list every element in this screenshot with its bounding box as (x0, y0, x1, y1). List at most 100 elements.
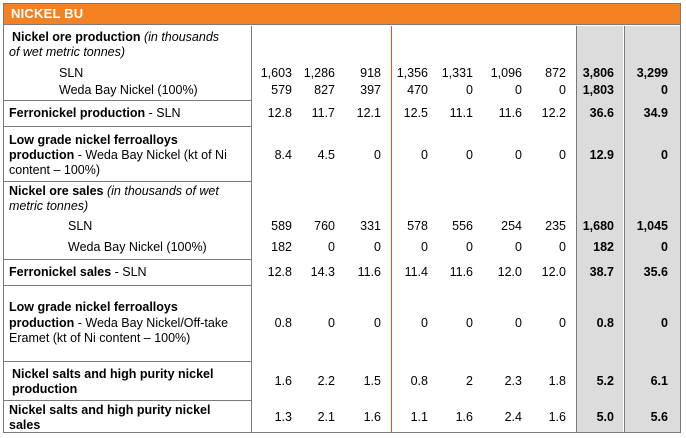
value-cell: 556 (452, 219, 473, 233)
row-label-salts-sales-line2: sales (9, 418, 41, 432)
total-cell: 3,806 (582, 66, 614, 80)
row-separator (3, 259, 251, 260)
value-cell: 0 (515, 240, 522, 254)
value-cell: 1,356 (396, 66, 428, 80)
value-cell: 1.6 (274, 374, 292, 388)
value-cell: 2.3 (504, 374, 522, 388)
totals-divider-2 (624, 26, 625, 432)
value-cell: 0 (374, 240, 381, 254)
row-label-salts-production-line2: production (12, 382, 78, 396)
total-cell: 1,045 (636, 219, 668, 233)
value-cell: 0 (559, 148, 566, 162)
total-cell: 5.6 (650, 410, 668, 424)
value-cell: 8.4 (274, 148, 292, 162)
value-cell: 1.1 (410, 410, 428, 424)
total-cell: 0 (661, 316, 668, 330)
row-label-ferroalloys-offtake-line2: production - Weda Bay Nickel/Off-take (9, 316, 229, 330)
total-cell: 36.6 (589, 106, 614, 120)
value-cell: 11.6 (357, 265, 381, 279)
row-label-salts-production-line1: Nickel salts and high purity nickel (12, 367, 214, 381)
value-cell: 589 (271, 219, 292, 233)
value-cell: 12.8 (267, 106, 292, 120)
total-cell: 12.9 (589, 148, 614, 162)
row-label-ferroalloys-production-line3: content – 100%) (9, 163, 101, 177)
value-cell: 4.5 (317, 148, 335, 162)
value-cell: 235 (545, 219, 566, 233)
table-header-bar: NICKEL BU (3, 3, 681, 25)
value-cell: 1.5 (363, 374, 381, 388)
value-cell: 2 (466, 374, 473, 388)
value-cell: 1,603 (260, 66, 292, 80)
value-cell: 0 (374, 148, 381, 162)
row-label-ore-production-line2: of wet metric tonnes) (9, 45, 126, 59)
value-cell: 0 (515, 83, 522, 97)
value-cell: 470 (407, 83, 428, 97)
value-cell: 397 (360, 83, 381, 97)
value-cell: 2.2 (317, 374, 335, 388)
total-cell: 1,803 (582, 83, 614, 97)
value-cell: 0 (559, 316, 566, 330)
row-label-weda-bay: Weda Bay Nickel (100%) (59, 83, 198, 97)
value-cell: 0 (328, 240, 335, 254)
value-cell: 1.3 (274, 410, 292, 424)
value-cell: 12.8 (267, 265, 292, 279)
total-cell: 34.9 (643, 106, 668, 120)
row-label-ferroalloys-production-line1: Low grade nickel ferroalloys (9, 133, 178, 147)
row-label-ore-sales-line2: metric tonnes) (9, 199, 89, 213)
total-cell: 6.1 (650, 374, 668, 388)
value-cell: 0 (559, 83, 566, 97)
row-label-ferroalloys-offtake-line3: Eramet (kt of Ni content – 100%) (9, 331, 191, 345)
row-label-ore-production: Nickel ore production (in thousands (12, 30, 220, 44)
total-cell: 0.8 (596, 316, 614, 330)
value-cell: 14.3 (310, 265, 335, 279)
row-label-sln: SLN (59, 66, 84, 80)
year-divider (391, 26, 392, 432)
row-label-salts-sales-line1: Nickel salts and high purity nickel (9, 403, 211, 417)
value-cell: 254 (501, 219, 522, 233)
row-label-weda-bay-sales: Weda Bay Nickel (100%) (68, 240, 207, 254)
value-cell: 1.6 (363, 410, 381, 424)
value-cell: 0 (559, 240, 566, 254)
value-cell: 2.4 (504, 410, 522, 424)
value-cell: 1.6 (548, 410, 566, 424)
totals-divider-1 (576, 26, 577, 432)
total-cell: 3,299 (636, 66, 668, 80)
value-cell: 2.1 (317, 410, 335, 424)
row-separator (3, 400, 251, 401)
value-cell: 1,286 (303, 66, 335, 80)
value-cell: 579 (271, 83, 292, 97)
value-cell: 11.6 (449, 265, 473, 279)
value-cell: 12.0 (541, 265, 566, 279)
value-cell: 0 (421, 240, 428, 254)
total-column-shade-2 (625, 26, 680, 432)
total-cell: 5.2 (596, 374, 614, 388)
value-cell: 12.0 (497, 265, 522, 279)
value-cell: 0.8 (274, 316, 292, 330)
value-cell: 331 (360, 219, 381, 233)
total-column-shade-1 (577, 26, 623, 432)
row-label-ore-sales: Nickel ore sales (in thousands of wet (9, 184, 219, 198)
row-separator (3, 285, 251, 286)
value-cell: 0 (466, 148, 473, 162)
value-cell: 12.1 (356, 106, 381, 120)
value-cell: 12.5 (403, 106, 428, 120)
value-cell: 1,331 (441, 66, 473, 80)
value-cell: 0 (421, 148, 428, 162)
row-separator (3, 361, 251, 362)
row-label-ferroalloys-production-line2: production - Weda Bay Nickel (kt of Ni (9, 148, 227, 162)
total-cell: 35.6 (643, 265, 668, 279)
value-cell: 578 (407, 219, 428, 233)
total-cell: 0 (661, 83, 668, 97)
row-separator (3, 181, 251, 182)
value-cell: 11.7 (311, 106, 335, 120)
row-label-ferronickel-sales: Ferronickel sales - SLN (9, 265, 147, 279)
section-title: NICKEL BU (11, 6, 84, 21)
value-cell: 0 (515, 148, 522, 162)
row-label-sln-sales: SLN (68, 219, 93, 233)
value-cell: 760 (314, 219, 335, 233)
value-cell: 1,096 (490, 66, 522, 80)
total-cell: 38.7 (589, 265, 614, 279)
value-cell: 1.6 (455, 410, 473, 424)
total-cell: 0 (661, 240, 668, 254)
total-cell: 0 (661, 148, 668, 162)
